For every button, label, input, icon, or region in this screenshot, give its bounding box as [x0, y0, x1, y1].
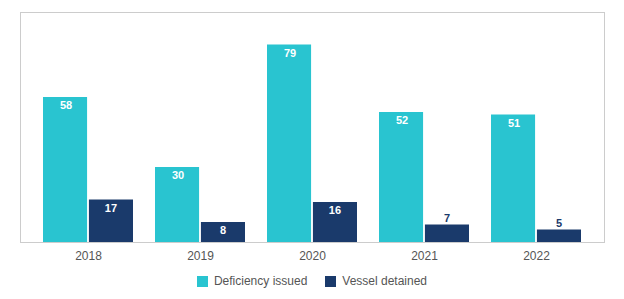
svg-text:2020: 2020 — [299, 249, 326, 263]
svg-text:58: 58 — [60, 99, 72, 111]
html-text:Deficiency issued: Deficiency issued — [213, 274, 308, 288]
svg-text:2021: 2021 — [411, 249, 438, 263]
html-text:Vessel detained: Vessel detained — [342, 274, 427, 288]
svg-text:79: 79 — [284, 47, 296, 59]
svg-text:8: 8 — [220, 224, 226, 236]
svg-text:2022: 2022 — [523, 249, 550, 263]
svg-text:51: 51 — [508, 117, 520, 129]
svg-text:2018: 2018 — [75, 249, 102, 263]
svg-text:17: 17 — [105, 202, 117, 214]
svg-text:5: 5 — [556, 217, 562, 229]
svg-text:16: 16 — [329, 204, 341, 216]
svg-text:30: 30 — [172, 169, 184, 181]
svg-text:2019: 2019 — [187, 249, 214, 263]
svg-text:7: 7 — [444, 212, 450, 224]
svg-text:52: 52 — [396, 114, 408, 126]
